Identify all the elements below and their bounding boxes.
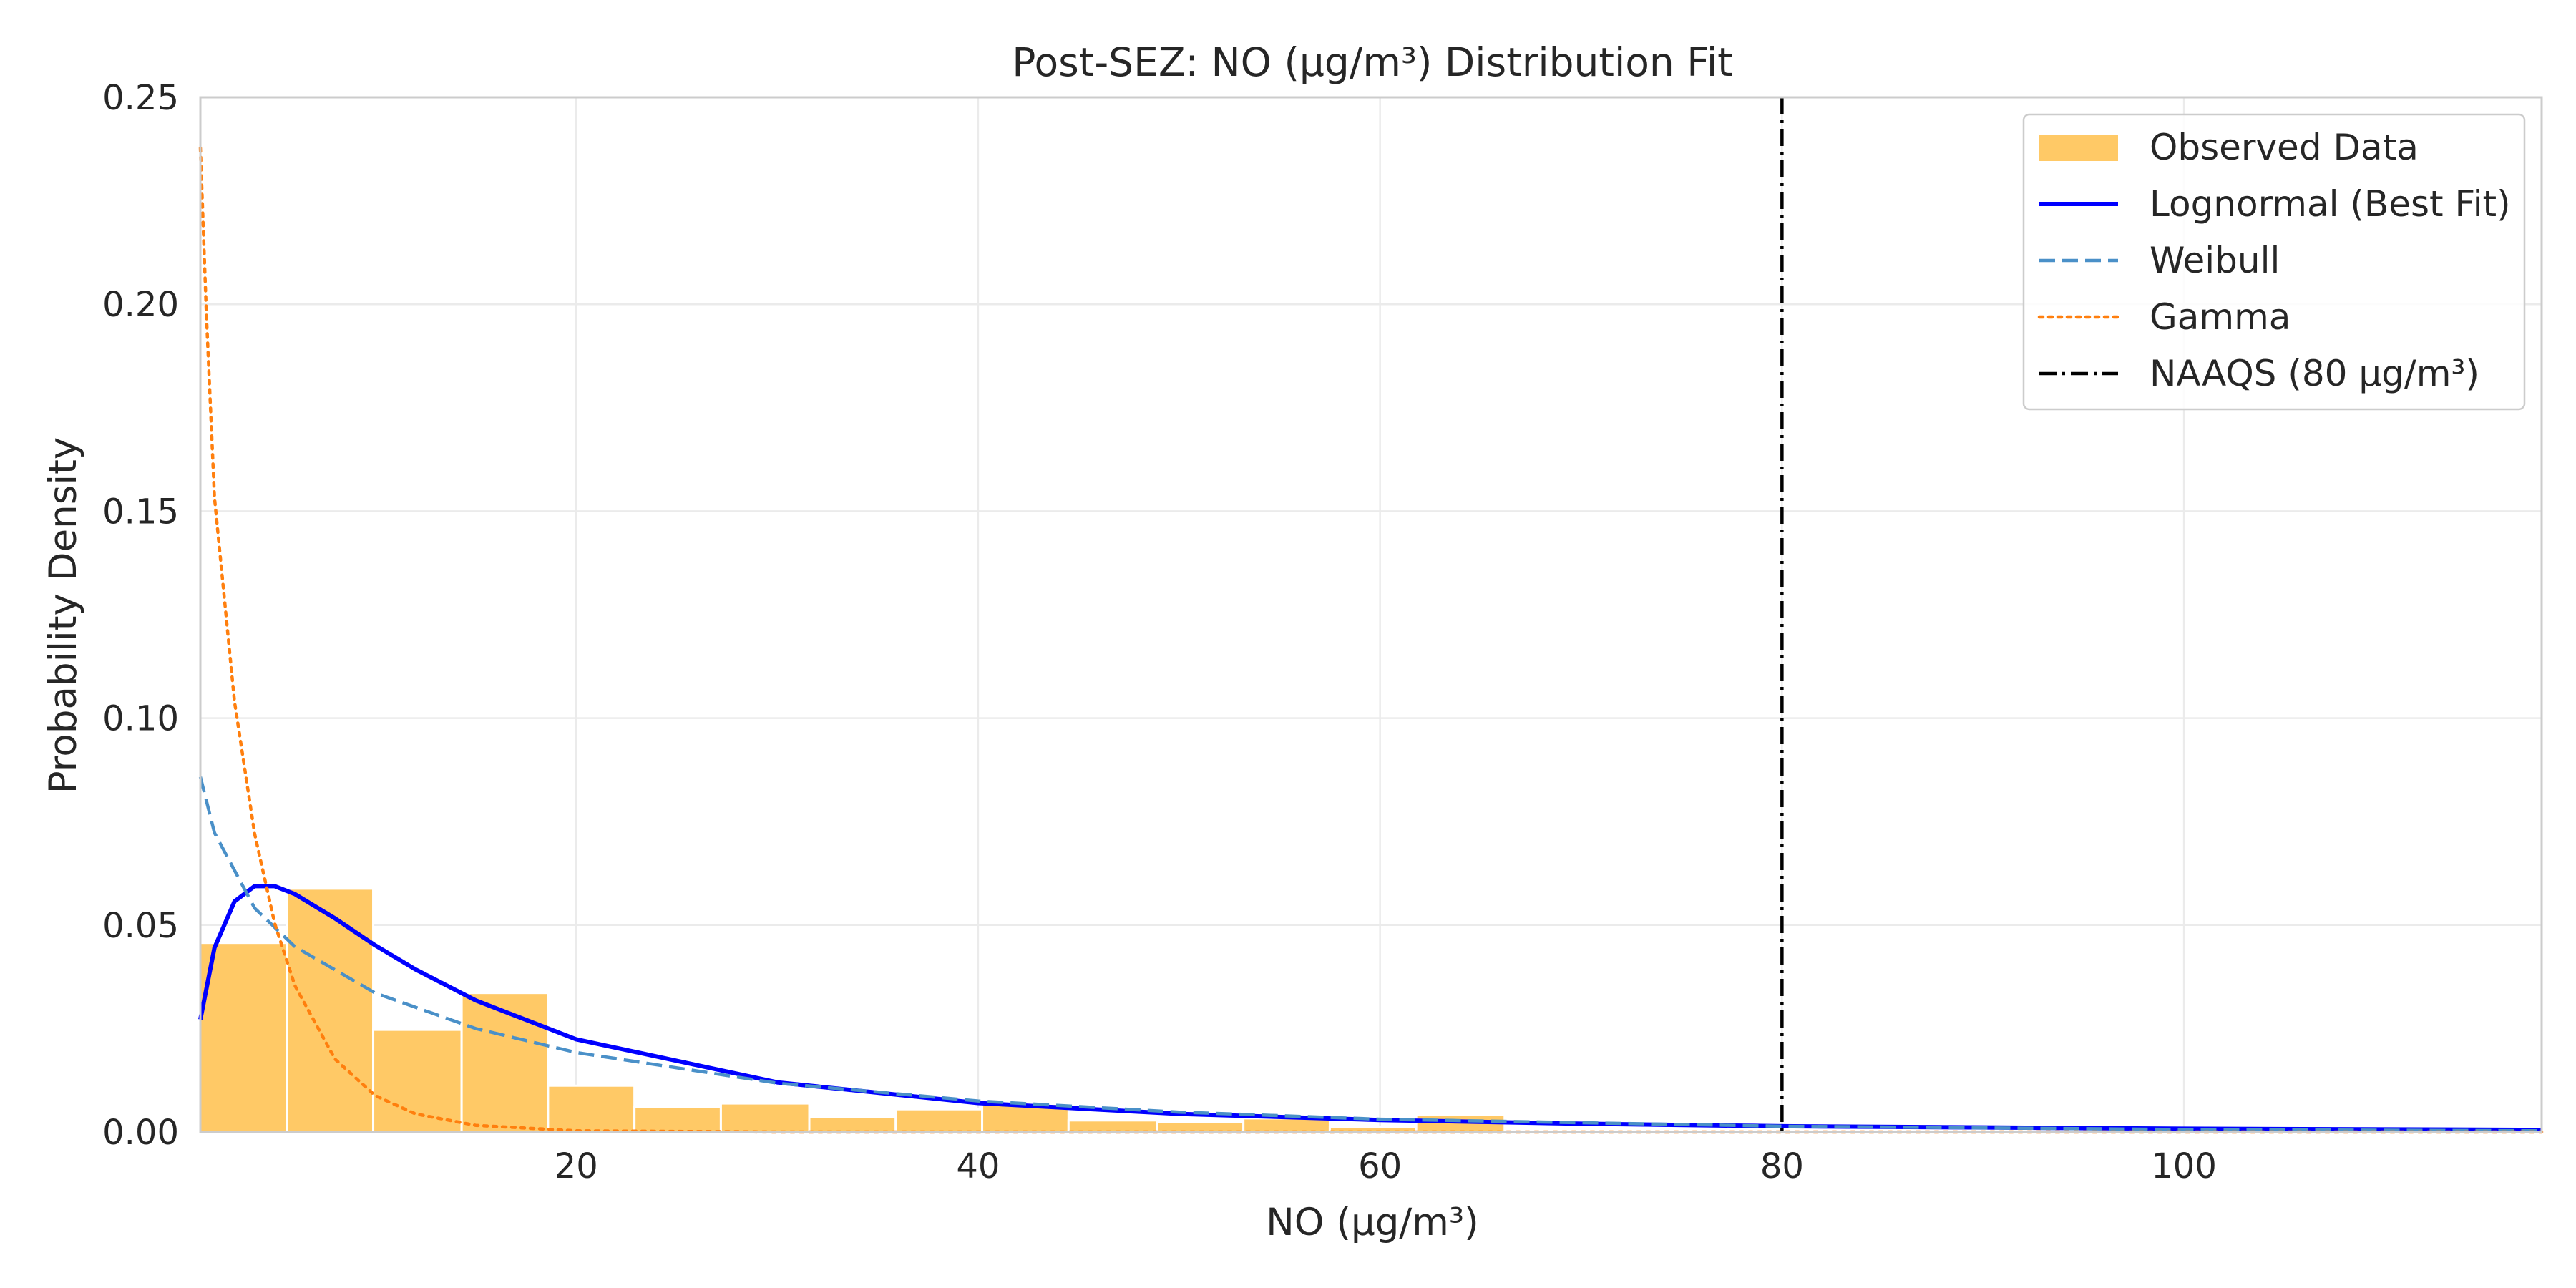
legend-item: Weibull xyxy=(2039,240,2280,281)
legend-label: Lognormal (Best Fit) xyxy=(2150,183,2511,225)
legend-item: Lognormal (Best Fit) xyxy=(2039,183,2511,225)
histogram-bar xyxy=(1242,1117,1331,1133)
x-tick-label: 40 xyxy=(956,1146,1000,1186)
legend-label: Gamma xyxy=(2150,296,2290,338)
gamma-curve xyxy=(198,146,2544,1134)
y-tick-label: 0.05 xyxy=(102,906,179,946)
legend-label: Observed Data xyxy=(2150,127,2419,168)
histogram-bar xyxy=(547,1084,636,1133)
y-tick-label: 0.25 xyxy=(102,78,179,118)
legend-item: Gamma xyxy=(2037,296,2290,338)
y-tick-label: 0.15 xyxy=(102,492,179,532)
legend-label: NAAQS (80 µg/m³) xyxy=(2150,353,2479,394)
histogram-bar xyxy=(894,1108,984,1133)
x-tick-label: 20 xyxy=(555,1146,598,1186)
x-axis-label: NO (µg/m³) xyxy=(1266,1201,1479,1244)
histogram-bars xyxy=(199,887,1506,1133)
legend-item: NAAQS (80 µg/m³) xyxy=(2039,353,2479,394)
legend-swatch xyxy=(2039,135,2118,161)
x-tick-label: 100 xyxy=(2151,1146,2217,1186)
histogram-bar xyxy=(808,1116,897,1133)
histogram-bar xyxy=(1067,1119,1158,1133)
chart-title: Post-SEZ: NO (µg/m³) Distribution Fit xyxy=(1012,39,1732,85)
x-tick-label: 80 xyxy=(1760,1146,1804,1186)
y-tick-label: 0.00 xyxy=(102,1113,179,1153)
plot-frame xyxy=(199,96,2543,1133)
histogram-bar xyxy=(719,1102,811,1133)
legend: Observed Data Lognormal (Best Fit) Weibull… xyxy=(2022,113,2526,411)
legend-box xyxy=(2022,113,2526,411)
legend-label: Weibull xyxy=(2150,240,2280,281)
x-axis-ticks: 20 40 60 80 100 xyxy=(555,1146,2217,1186)
legend-item: Observed Data xyxy=(2039,127,2419,168)
x-tick-label: 60 xyxy=(1358,1146,1402,1186)
y-axis-label: Probability Density xyxy=(42,437,85,794)
weibull-curve xyxy=(198,776,2542,1133)
histogram-bar xyxy=(372,1028,463,1133)
histogram-bar xyxy=(633,1106,722,1133)
y-axis-ticks: 0.00 0.05 0.10 0.15 0.20 0.25 xyxy=(102,78,179,1153)
y-tick-label: 0.20 xyxy=(102,285,179,325)
histogram-bar xyxy=(199,942,288,1133)
histogram-bar xyxy=(460,992,550,1133)
y-tick-label: 0.10 xyxy=(102,699,179,739)
fit-curves xyxy=(198,146,2544,1134)
lognormal-curve xyxy=(198,884,2542,1133)
histogram-bar xyxy=(286,887,375,1133)
